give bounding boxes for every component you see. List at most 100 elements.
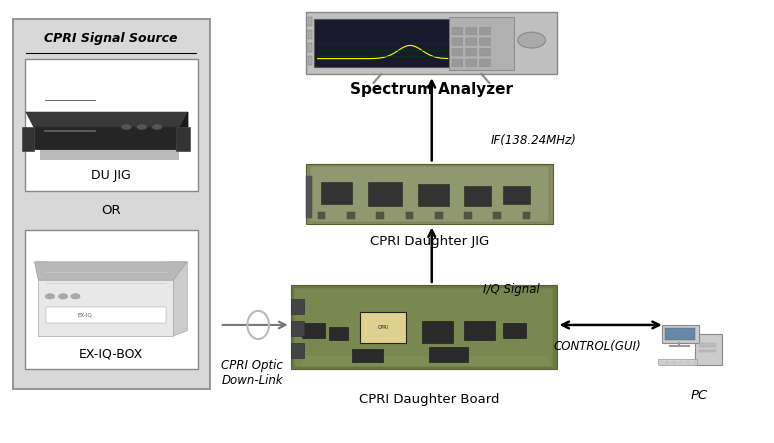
FancyBboxPatch shape: [464, 212, 472, 219]
FancyBboxPatch shape: [406, 212, 413, 219]
FancyBboxPatch shape: [25, 58, 198, 190]
FancyBboxPatch shape: [696, 334, 722, 365]
FancyBboxPatch shape: [466, 48, 477, 56]
Polygon shape: [39, 280, 173, 336]
FancyBboxPatch shape: [352, 349, 383, 362]
Text: PC: PC: [690, 389, 708, 402]
FancyBboxPatch shape: [22, 127, 34, 151]
FancyBboxPatch shape: [690, 361, 694, 362]
FancyBboxPatch shape: [449, 17, 514, 70]
FancyBboxPatch shape: [40, 137, 179, 160]
FancyBboxPatch shape: [466, 59, 477, 66]
FancyBboxPatch shape: [676, 363, 680, 364]
FancyBboxPatch shape: [690, 360, 694, 361]
Text: CPRI Daughter Board: CPRI Daughter Board: [359, 393, 500, 406]
FancyBboxPatch shape: [302, 323, 325, 338]
Polygon shape: [26, 112, 188, 127]
FancyBboxPatch shape: [176, 127, 190, 151]
Circle shape: [518, 32, 546, 48]
Text: DU JIG: DU JIG: [91, 169, 131, 182]
FancyBboxPatch shape: [659, 359, 697, 365]
FancyBboxPatch shape: [307, 17, 312, 26]
FancyBboxPatch shape: [430, 347, 468, 362]
Text: CPRI: CPRI: [378, 325, 389, 330]
Text: OR: OR: [101, 204, 121, 217]
Circle shape: [121, 124, 132, 130]
FancyBboxPatch shape: [290, 299, 304, 314]
FancyBboxPatch shape: [368, 182, 402, 206]
FancyBboxPatch shape: [307, 56, 312, 65]
FancyBboxPatch shape: [347, 212, 354, 219]
FancyBboxPatch shape: [663, 325, 700, 342]
FancyBboxPatch shape: [290, 342, 304, 358]
FancyBboxPatch shape: [669, 361, 673, 362]
FancyBboxPatch shape: [676, 361, 680, 362]
Text: CPRI Signal Source: CPRI Signal Source: [44, 32, 178, 45]
FancyBboxPatch shape: [700, 343, 716, 347]
FancyBboxPatch shape: [290, 321, 304, 336]
FancyBboxPatch shape: [452, 27, 463, 35]
FancyBboxPatch shape: [480, 59, 491, 66]
FancyBboxPatch shape: [452, 38, 463, 46]
FancyBboxPatch shape: [662, 360, 666, 361]
FancyBboxPatch shape: [700, 350, 716, 352]
FancyBboxPatch shape: [480, 38, 491, 46]
FancyBboxPatch shape: [676, 360, 680, 361]
Text: CPRI Daughter JIG: CPRI Daughter JIG: [370, 235, 489, 248]
Text: Spectrum Analyzer: Spectrum Analyzer: [350, 82, 513, 97]
FancyBboxPatch shape: [662, 361, 666, 362]
FancyBboxPatch shape: [480, 48, 491, 56]
FancyBboxPatch shape: [25, 230, 198, 369]
FancyBboxPatch shape: [435, 212, 443, 219]
FancyBboxPatch shape: [502, 187, 529, 204]
Polygon shape: [34, 127, 180, 149]
FancyBboxPatch shape: [306, 164, 553, 224]
FancyBboxPatch shape: [452, 48, 463, 56]
FancyBboxPatch shape: [522, 212, 530, 219]
FancyBboxPatch shape: [307, 30, 312, 39]
FancyBboxPatch shape: [376, 212, 384, 219]
FancyBboxPatch shape: [313, 19, 451, 67]
Polygon shape: [180, 112, 188, 149]
Circle shape: [59, 294, 67, 299]
FancyBboxPatch shape: [294, 288, 553, 367]
FancyBboxPatch shape: [317, 212, 325, 219]
FancyBboxPatch shape: [418, 184, 449, 206]
FancyBboxPatch shape: [466, 38, 477, 46]
FancyBboxPatch shape: [683, 360, 687, 361]
Polygon shape: [173, 262, 187, 336]
Text: EX-IQ-BOX: EX-IQ-BOX: [79, 348, 143, 361]
FancyBboxPatch shape: [464, 187, 491, 206]
FancyBboxPatch shape: [669, 360, 673, 361]
FancyBboxPatch shape: [464, 321, 495, 340]
FancyBboxPatch shape: [690, 363, 694, 364]
FancyBboxPatch shape: [683, 361, 687, 362]
FancyBboxPatch shape: [422, 321, 453, 342]
FancyBboxPatch shape: [494, 212, 501, 219]
FancyBboxPatch shape: [13, 19, 210, 389]
Text: CPRI Optic
Down-Link: CPRI Optic Down-Link: [221, 359, 283, 387]
FancyBboxPatch shape: [306, 176, 312, 218]
Text: IF(138.24MHz): IF(138.24MHz): [491, 133, 577, 147]
Text: EX-IQ: EX-IQ: [77, 313, 92, 318]
FancyBboxPatch shape: [669, 363, 673, 364]
Text: I/Q Signal: I/Q Signal: [484, 283, 540, 296]
FancyBboxPatch shape: [502, 323, 526, 338]
FancyBboxPatch shape: [306, 12, 557, 74]
FancyBboxPatch shape: [307, 43, 312, 52]
Circle shape: [46, 294, 55, 299]
FancyBboxPatch shape: [452, 59, 463, 66]
Text: CONTROL(GUI): CONTROL(GUI): [553, 341, 642, 354]
FancyBboxPatch shape: [480, 27, 491, 35]
FancyBboxPatch shape: [466, 27, 477, 35]
FancyBboxPatch shape: [329, 327, 348, 340]
Circle shape: [70, 294, 80, 299]
FancyBboxPatch shape: [310, 167, 549, 222]
Circle shape: [152, 124, 163, 130]
FancyBboxPatch shape: [321, 182, 352, 204]
FancyBboxPatch shape: [683, 363, 687, 364]
Circle shape: [136, 124, 147, 130]
FancyBboxPatch shape: [666, 328, 695, 340]
Polygon shape: [35, 262, 187, 280]
FancyBboxPatch shape: [290, 285, 557, 369]
